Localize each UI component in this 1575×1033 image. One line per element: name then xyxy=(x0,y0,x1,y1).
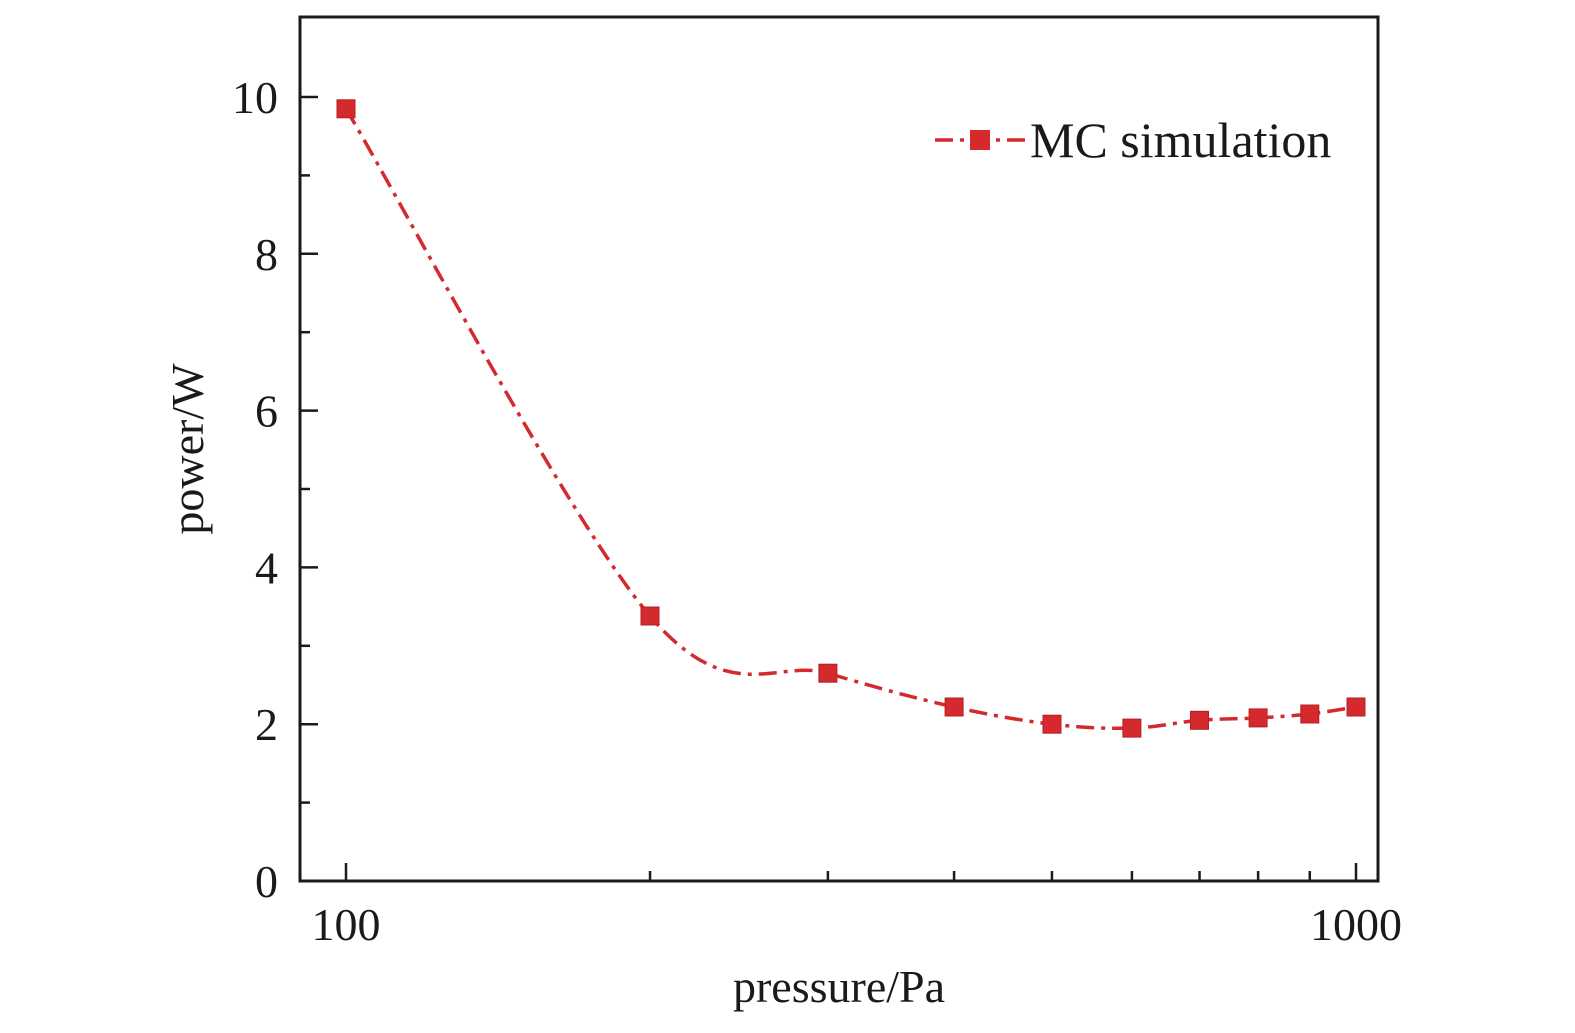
y-tick-label: 4 xyxy=(255,542,278,593)
x-axis: 100 1000 xyxy=(312,863,1402,950)
y-tick-label: 10 xyxy=(232,72,278,123)
y-tick-label: 6 xyxy=(255,386,278,437)
series-layer xyxy=(336,99,1366,738)
data-point-marker xyxy=(1300,704,1320,724)
x-tick-label: 1000 xyxy=(1310,899,1402,950)
data-point-marker xyxy=(944,697,964,717)
y-axis: 0 2 4 6 8 10 xyxy=(232,72,318,907)
data-point-marker xyxy=(1042,714,1062,734)
legend-marker-mc-simulation xyxy=(970,130,990,150)
y-tick-label: 0 xyxy=(255,856,278,907)
data-point-marker xyxy=(336,99,356,119)
legend: MC simulation xyxy=(935,112,1331,168)
plot-frame xyxy=(298,15,1380,883)
y-axis-label: power/W xyxy=(162,363,213,535)
data-point-marker xyxy=(1346,697,1366,717)
x-tick-label: 100 xyxy=(312,899,381,950)
plot-area xyxy=(298,15,1380,883)
x-axis-label: pressure/Pa xyxy=(733,961,945,1012)
y-tick-label: 8 xyxy=(255,229,278,280)
series-line-mc-simulation xyxy=(344,107,1357,731)
data-point-marker xyxy=(818,663,838,683)
data-point-marker xyxy=(640,606,660,626)
data-point-marker xyxy=(1248,708,1268,728)
y-tick-label: 2 xyxy=(255,699,278,750)
data-point-marker xyxy=(1122,718,1142,738)
data-point-marker xyxy=(1190,710,1209,730)
legend-label-mc-simulation: MC simulation xyxy=(1030,112,1331,168)
